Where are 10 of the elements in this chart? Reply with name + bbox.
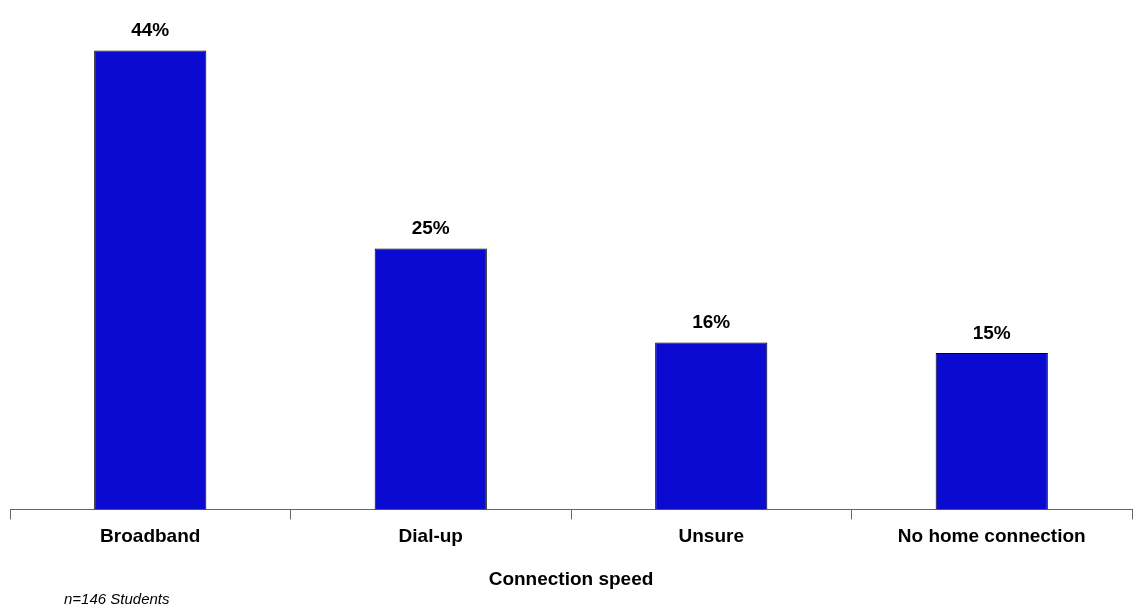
- x-tick-label: Unsure: [678, 525, 744, 547]
- data-label: 25%: [411, 217, 450, 239]
- x-tick-label: No home connection: [897, 525, 1086, 547]
- text: n=146 Students: [64, 590, 170, 607]
- data-label: 15%: [972, 321, 1011, 343]
- data-label: 44%: [131, 19, 170, 41]
- x-tick-label: Dial-up: [398, 525, 463, 547]
- data-label: 16%: [692, 311, 731, 333]
- x-tick-label: Broadband: [100, 525, 201, 547]
- x-axis-title: Connection speed: [488, 567, 654, 589]
